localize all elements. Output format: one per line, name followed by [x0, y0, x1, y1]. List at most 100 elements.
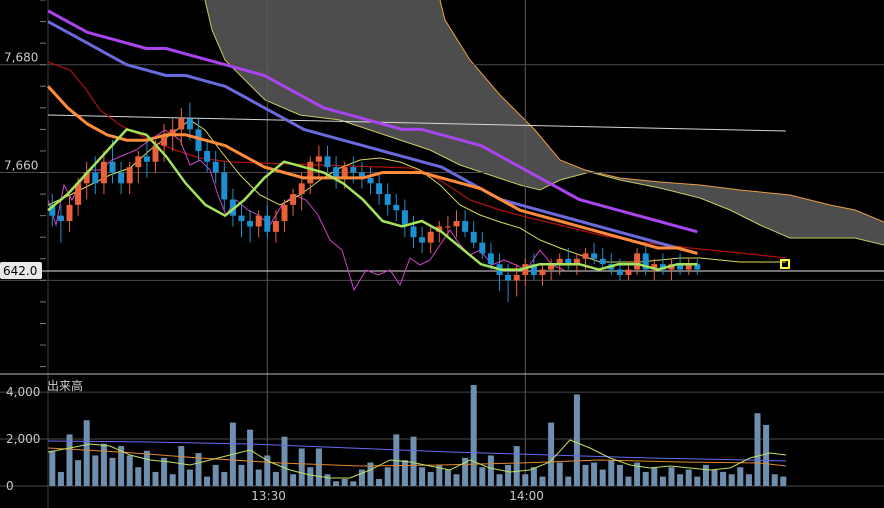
volume-bar — [479, 467, 486, 486]
reference-line-white — [47, 114, 787, 132]
candle-body — [57, 215, 64, 222]
volume-bar — [255, 469, 262, 486]
cloud-edge-lower — [204, 0, 884, 246]
volume-bar — [548, 422, 555, 486]
last-price-marker — [780, 259, 790, 269]
volume-bar — [625, 476, 632, 486]
volume-bar — [204, 476, 211, 486]
candle-body — [487, 253, 494, 265]
candle-body — [135, 156, 142, 168]
volume-bar — [109, 457, 116, 486]
candle-body — [324, 156, 331, 168]
candle-body — [556, 258, 563, 265]
volume-bar — [49, 450, 56, 486]
volume-bar — [272, 471, 279, 486]
volume-bar — [83, 420, 90, 486]
volume-ma-orange — [47, 447, 787, 467]
candle-body — [642, 253, 649, 270]
candle-body — [444, 226, 451, 228]
volume-bar — [539, 476, 546, 486]
volume-bar — [556, 462, 563, 486]
candle-body — [83, 172, 90, 184]
volume-bar — [685, 469, 692, 486]
volume-bar — [290, 474, 297, 486]
candle-body — [255, 215, 262, 227]
volume-bar — [513, 446, 520, 486]
candle-body — [161, 134, 168, 146]
candle-body — [367, 177, 374, 184]
candle-body — [401, 210, 408, 227]
candle-body — [694, 264, 701, 270]
volume-bar — [358, 469, 365, 486]
candle-body — [92, 172, 99, 184]
candle-body — [358, 172, 365, 178]
volume-bar — [118, 446, 125, 486]
volume-bars — [49, 385, 787, 486]
candle-body — [651, 264, 658, 270]
volume-bar — [126, 455, 133, 486]
volume-bar — [427, 471, 434, 486]
volume-bar — [152, 471, 159, 486]
cloud-edge-upper — [439, 0, 884, 223]
current-price-label: 642.0 — [3, 264, 37, 278]
volume-bar — [634, 462, 641, 486]
candle-body — [453, 221, 460, 227]
candle-body — [126, 167, 133, 184]
candle-body — [479, 242, 486, 254]
candle-body — [582, 253, 589, 259]
candle-body — [281, 204, 288, 222]
volume-bar — [221, 471, 228, 486]
candlestick-series — [49, 102, 701, 302]
volume-bar — [57, 471, 64, 486]
volume-bar — [496, 474, 503, 486]
candle-body — [436, 226, 443, 232]
candle-body — [315, 156, 322, 162]
candle-body — [66, 204, 73, 222]
volume-bar — [737, 467, 744, 486]
volume-bar — [582, 464, 589, 486]
volume-bar — [702, 464, 709, 486]
volume-bar — [333, 481, 340, 486]
candle-body — [109, 161, 116, 173]
candle-body — [384, 194, 391, 205]
volume-bar — [135, 467, 142, 486]
volume-bar — [573, 394, 580, 486]
volume-panel-title: 出来高 — [47, 378, 83, 393]
candle-body — [599, 258, 606, 265]
volume-bar — [195, 453, 202, 486]
volume-tick-label: 0 — [6, 479, 14, 493]
candle-body — [419, 237, 426, 243]
candle-body — [143, 156, 150, 162]
volume-bar — [711, 469, 718, 486]
candle-body — [573, 258, 580, 265]
candle-body — [307, 161, 314, 184]
volume-bar — [315, 448, 322, 486]
volume-bar — [143, 450, 150, 486]
volume-bar — [281, 436, 288, 486]
candle-body — [677, 264, 684, 270]
candle-body — [75, 183, 82, 205]
moving-average-line — [46, 85, 698, 255]
volume-bar — [591, 462, 598, 486]
indicator-line-magenta — [47, 129, 565, 292]
volume-bar — [780, 476, 787, 486]
candle-body — [100, 161, 107, 184]
volume-bar — [376, 478, 383, 486]
current-price-tag: 642.0 — [0, 262, 42, 279]
candle-body — [410, 226, 417, 238]
candle-body — [565, 258, 572, 265]
volume-bar — [651, 467, 658, 486]
candle-body — [195, 129, 202, 151]
volume-bar — [754, 413, 761, 486]
candle-body — [522, 264, 529, 275]
candle-body — [539, 269, 546, 275]
volume-ma-blue — [47, 440, 787, 462]
candle-body — [530, 264, 537, 275]
candle-body — [238, 215, 245, 222]
time-axis: 13:30 14:00 — [251, 489, 544, 503]
volume-bar — [298, 448, 305, 486]
volume-bar — [522, 474, 529, 486]
volume-bar — [341, 478, 348, 486]
time-tick-label: 14:00 — [509, 489, 544, 503]
